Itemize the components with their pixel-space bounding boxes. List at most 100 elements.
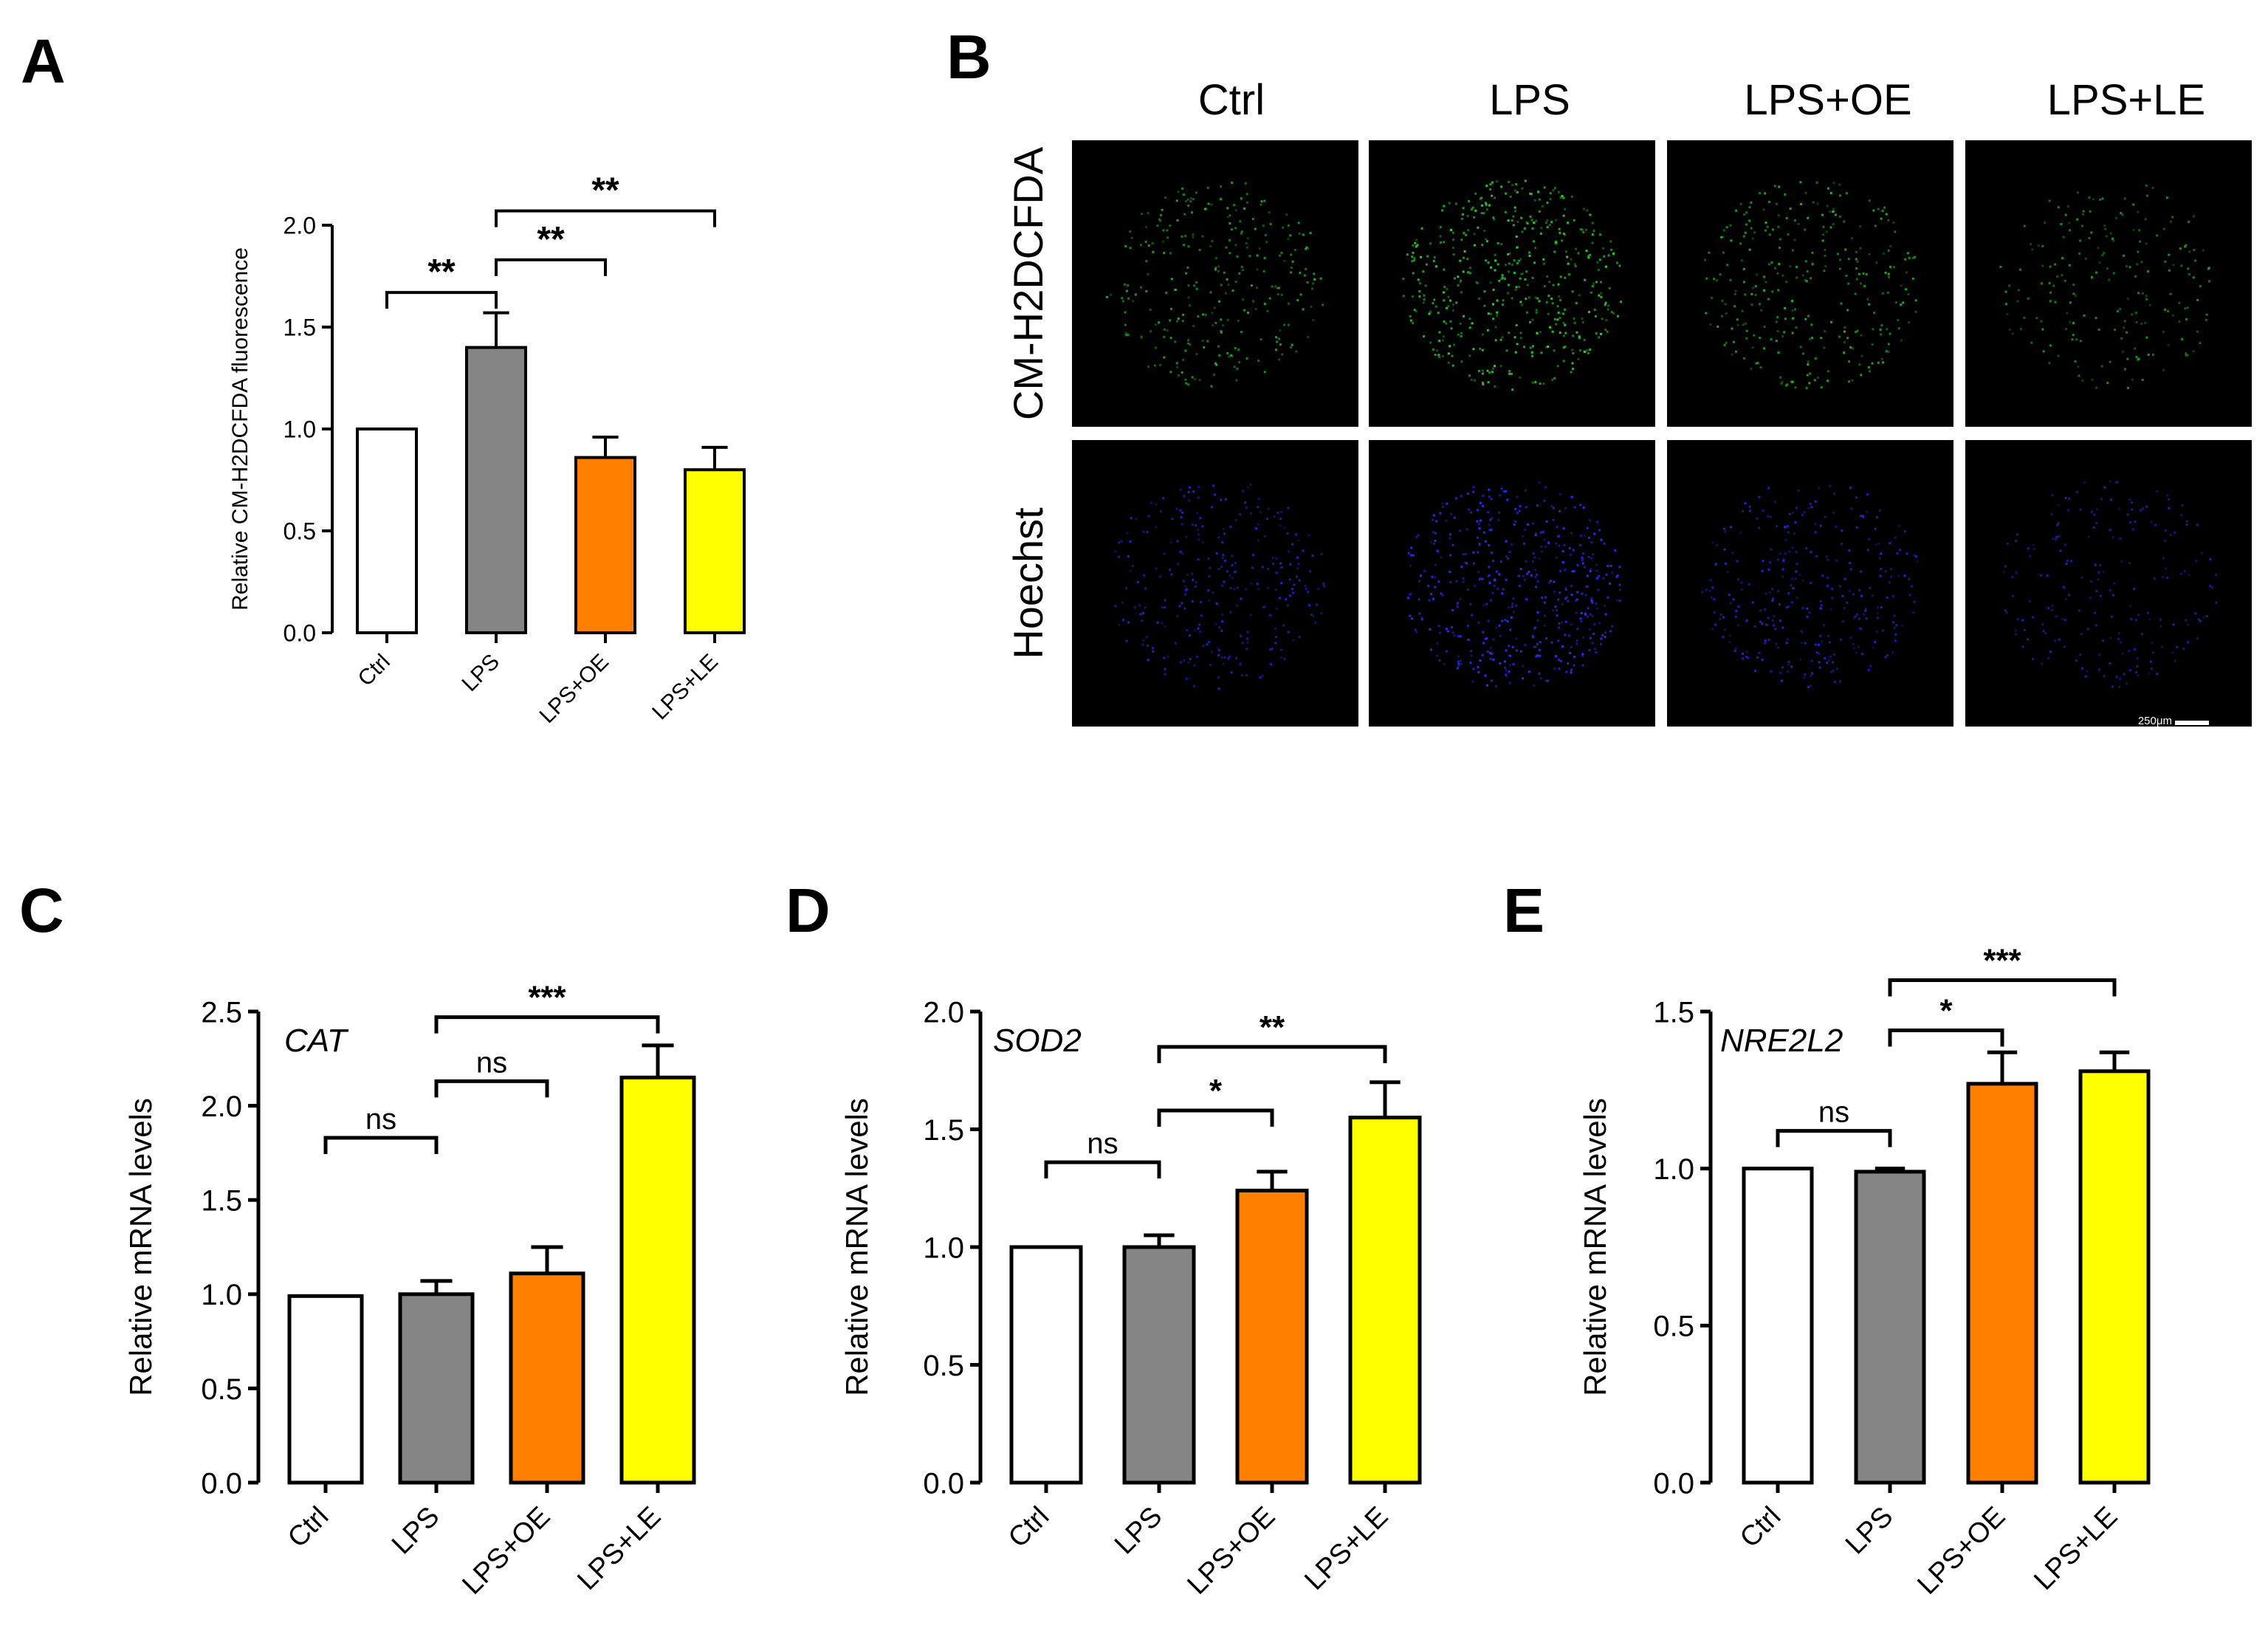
x-category-label: Ctrl [282,1501,334,1553]
significance-label: ** [537,220,565,259]
significance-label: ** [1260,1009,1285,1046]
y-tick-label: 0.0 [284,620,316,647]
micro-tile-background [1072,440,1358,727]
x-category-label: Ctrl [1734,1501,1787,1553]
significance-bracket [323,1136,439,1154]
x-category-label: LPS [386,1501,445,1560]
micro-spots [1406,481,1622,687]
panel-letter-b: B [946,22,992,92]
micro-tile [1072,440,1358,727]
y-axis-label: Relative mRNA levels [839,1098,874,1396]
x-category-label: Ctrl [1003,1501,1055,1553]
bar [2078,1069,2151,1485]
y-tick-label: 0.5 [201,1373,242,1406]
x-category-label: LPS [1840,1501,1899,1560]
bar [1348,1116,1422,1485]
y-tick-label: 1.5 [1653,996,1694,1029]
y-axis-label: Relative mRNA levels [1578,1098,1612,1396]
y-tick-label: 1.0 [923,1232,964,1264]
bar [509,1271,585,1485]
gene-label: CAT [284,1023,349,1059]
micro-spots [1402,179,1623,391]
significance-bracket [434,1015,660,1034]
micro-tile-background [1369,440,1655,727]
micro-tile-background [1965,140,2252,427]
y-tick-label: 0.5 [923,1350,964,1382]
bar [1966,1082,2038,1485]
micro-tile [1072,140,1358,427]
micro-spots [1999,184,2210,389]
micro-row-label-hoechst: Hoechst [1005,507,1051,659]
bar [619,1075,696,1485]
x-category-label: LPS [458,650,504,696]
micro-col-label-ctrl: Ctrl [1198,76,1265,124]
significance-bracket [1776,1129,1892,1147]
micro-tile [1369,440,1655,727]
micro-spots [1701,484,1919,688]
micro-tile [1965,140,2252,427]
bar [398,1292,475,1485]
y-tick-label: 1.5 [201,1185,242,1218]
y-tick-label: 2.0 [923,996,964,1029]
significance-bracket [495,258,607,276]
micro-tile [1965,440,2252,727]
significance-bracket [1044,1160,1161,1179]
micro-tile [1667,140,1953,427]
micro-tile-background [1072,140,1358,427]
microscopy-grid: Ctrl LPS LPS+OE LPS+LE CM-H2DCFDA Hoechs… [1005,76,2252,727]
y-tick-label: 1.0 [1653,1153,1694,1186]
chart-c: 0.0 0.5 1.0 1.5 2.0 2.5 Relative mRNA levels CA… [123,980,696,1601]
micro-spots [2002,480,2218,688]
significance-bracket [1157,1108,1274,1127]
significance-bracket [434,1079,549,1098]
scale-bar-label: 250μm [2138,715,2172,727]
gene-label: NRE2L2 [1720,1023,1843,1059]
y-tick-label: 1.5 [284,315,316,341]
bar [356,428,418,634]
significance-label: ns [365,1103,396,1136]
y-tick-label: 0.0 [1653,1467,1694,1500]
x-category-label: LPS+OE [1181,1501,1281,1601]
panel-letters: A B C D E [19,22,1544,945]
y-axis-label: Relative CM-H2DCFDA fluorescence [228,247,252,611]
bar [1009,1245,1083,1485]
x-category-label: LPS+LE [647,650,723,725]
micro-spots [1704,181,1917,389]
micro-tile [1667,440,1953,727]
significance-label: ns [1818,1096,1849,1129]
bar [1235,1188,1309,1485]
significance-label: ns [1087,1127,1118,1160]
significance-label: ** [427,253,456,292]
micro-spots [1114,484,1326,690]
bar [684,468,746,635]
bar [287,1294,364,1485]
y-tick-label: 0.5 [284,518,316,545]
scale-bar [2175,721,2209,725]
chart-e: 0.0 0.5 1.0 1.5 Relative mRNA levels NRE2L2 Ct… [1578,942,2151,1601]
chart-d: 0.0 0.5 1.0 1.5 2.0 Relative mRNA levels SOD2 C… [839,996,1422,1601]
panel-letter-a: A [21,27,66,96]
micro-spots [1105,182,1324,388]
significance-bracket [1888,978,2117,997]
y-tick-label: 0.0 [923,1467,964,1500]
significance-label: *** [528,980,566,1016]
bar [1854,1170,1926,1485]
significance-bracket [1888,1029,2004,1047]
x-category-label: LPS+OE [456,1501,556,1601]
significance-bracket [495,209,716,227]
micro-tiles [1072,140,2252,727]
y-tick-label: 2.0 [284,213,316,239]
y-tick-label: 1.5 [923,1114,964,1147]
micro-col-label-lps-le: LPS+LE [2047,76,2205,124]
y-axis-label: Relative mRNA levels [123,1098,158,1396]
x-category-label: LPS [1109,1501,1168,1560]
bar [1742,1167,1814,1485]
x-category-label: Ctrl [354,650,395,691]
x-category-label: LPS+LE [1299,1501,1394,1596]
x-category-label: LPS+OE [535,650,613,728]
bar [1122,1245,1196,1485]
significance-label: ** [591,171,619,210]
bar [574,456,636,635]
significance-bracket [385,291,498,309]
